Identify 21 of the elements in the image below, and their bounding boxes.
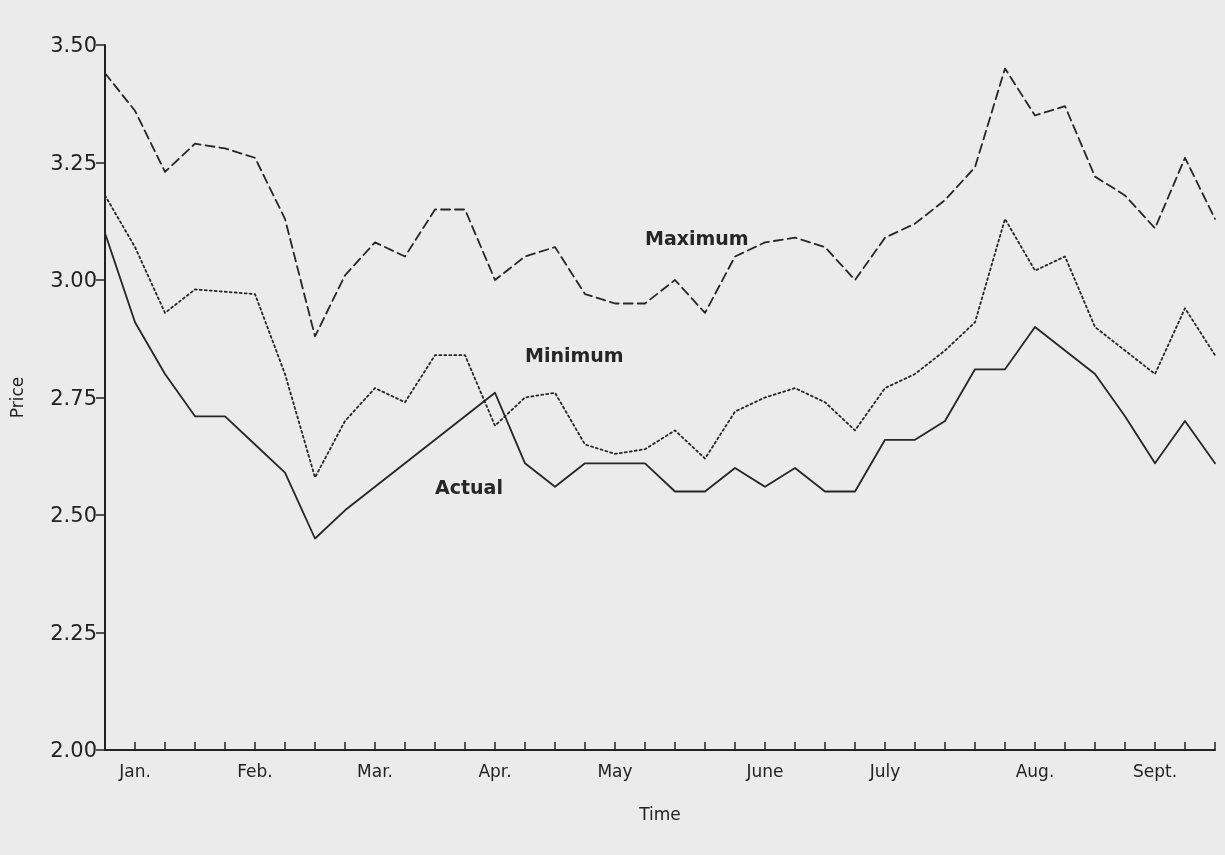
x-tick-label: Jan. [118, 760, 151, 781]
series-label: Actual [435, 475, 503, 498]
y-axis-title: Price [6, 376, 27, 419]
x-tick-label: Aug. [1015, 760, 1055, 781]
x-tick-label: June [745, 760, 784, 781]
y-tick-label: 3.25 [50, 150, 97, 175]
series-label: Minimum [525, 344, 624, 367]
x-tick-label: May [597, 760, 633, 781]
x-tick-label: Mar. [357, 760, 393, 781]
y-tick-label: 2.75 [50, 385, 97, 410]
series-label: Maximum [645, 226, 749, 249]
x-tick-label: Sept. [1132, 760, 1178, 781]
y-tick-label: 2.50 [50, 503, 97, 527]
y-tick-label: 2.25 [50, 620, 97, 645]
y-tick-label: 3.50 [50, 33, 97, 57]
x-tick-label: July [868, 760, 901, 781]
y-tick-label: 3.00 [50, 268, 97, 292]
y-tick-label: 2.00 [50, 738, 97, 762]
x-tick-label: Apr. [478, 760, 512, 781]
x-tick-label: Feb. [237, 760, 273, 781]
x-axis-title: Time [638, 803, 681, 824]
